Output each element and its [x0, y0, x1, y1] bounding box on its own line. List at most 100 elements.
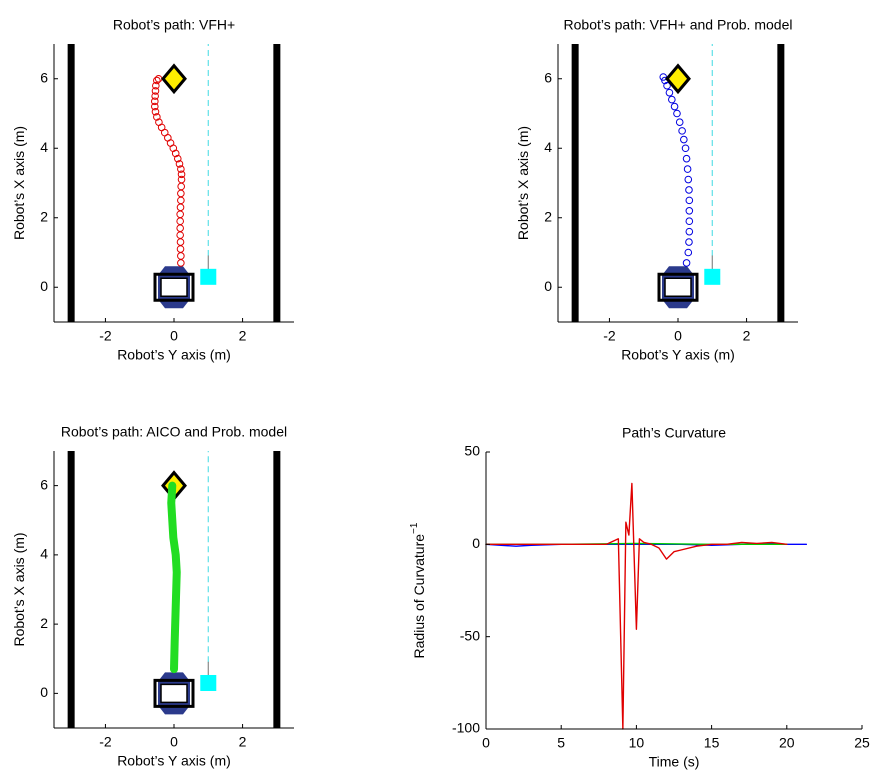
y-tick-label: 4	[40, 546, 48, 562]
path-point	[176, 224, 184, 232]
path-point	[663, 81, 671, 90]
y-tick-label: 0	[40, 684, 48, 700]
path-point	[682, 154, 691, 163]
x-tick-label: 20	[779, 735, 795, 751]
path-point	[175, 160, 184, 168]
x-tick-label: 5	[557, 735, 565, 751]
y-axis-label: Robot’s X axis (m)	[11, 126, 27, 240]
path-point	[685, 238, 693, 246]
subplot: Robot’s path: AICO and Prob. model -2 0 2 0 2…	[11, 424, 294, 769]
path-point	[177, 189, 185, 198]
path-point	[685, 227, 694, 236]
x-tick-label: 0	[482, 735, 490, 751]
y-tick-label: 2	[40, 615, 48, 631]
subplot: Path’s Curvature 0 5 10 15 20 25 -100 -50 0 50 Time…	[409, 425, 870, 770]
path-point	[685, 207, 694, 215]
x-tick-label: 2	[239, 734, 247, 750]
robot-frame	[153, 272, 195, 302]
path-point	[176, 231, 184, 239]
goal	[665, 63, 691, 95]
x-tick-label: 0	[170, 328, 178, 344]
robot-frame	[153, 678, 195, 708]
x-tick-label: 2	[239, 328, 247, 344]
path-point	[151, 97, 159, 106]
y-axis-label-text: Radius of Curvature	[411, 534, 427, 659]
path-point	[673, 109, 681, 118]
y-axis-label: Robot’s X axis (m)	[11, 532, 27, 646]
robot	[153, 672, 195, 715]
y-axis-label-text: Robot’s X axis (m)	[11, 126, 27, 240]
x-tick-label: -2	[99, 328, 112, 344]
path-point	[154, 74, 163, 83]
sensor	[704, 268, 721, 285]
chart-title: Robot’s path: VFH+	[113, 17, 235, 33]
path-point	[176, 245, 185, 253]
y-tick-label: 6	[40, 69, 48, 85]
y-axis-label-superscript: −1	[409, 522, 420, 534]
subplot: Robot’s path: VFH+ -2 0 2 0 2 4 6 Robot’s Y axis…	[11, 17, 294, 363]
x-axis-label: Robot’s Y axis (m)	[117, 753, 231, 769]
path-point	[670, 102, 679, 111]
path-point	[151, 92, 159, 100]
path-point	[176, 238, 185, 246]
path-point	[177, 259, 185, 267]
y-axis-label: Radius of Curvature−1	[409, 522, 427, 658]
y-tick-label: 4	[544, 139, 552, 155]
line	[485, 542, 808, 547]
path-point	[177, 182, 185, 191]
subplot: Robot’s path: VFH+ and Prob. model -2 0 2 0 2…	[515, 17, 798, 363]
path-point	[668, 95, 676, 104]
x-tick-label: 0	[674, 328, 682, 344]
path-point	[682, 259, 691, 267]
chart-title: Robot’s path: VFH+ and Prob. model	[564, 17, 793, 33]
path-point	[665, 88, 674, 97]
goal	[161, 63, 187, 95]
x-tick-label: -2	[603, 328, 616, 344]
x-tick-label: 10	[629, 735, 645, 751]
sensor	[200, 674, 217, 691]
x-tick-label: 15	[704, 735, 720, 751]
path-point	[153, 113, 161, 121]
robot	[153, 266, 195, 309]
y-tick-label: 0	[40, 278, 48, 294]
robot-deck	[160, 683, 188, 704]
path-point	[177, 165, 185, 173]
y-tick-label: 2	[40, 208, 48, 224]
x-axis-label: Robot’s Y axis (m)	[117, 347, 231, 363]
path-point	[177, 175, 186, 184]
y-tick-label: 50	[464, 443, 480, 459]
x-axis-label: Time (s)	[649, 754, 700, 770]
path-point	[685, 186, 693, 194]
chart-title: Path’s Curvature	[622, 425, 726, 441]
y-tick-label: 6	[40, 476, 48, 492]
sensor	[200, 268, 217, 285]
path-point	[685, 196, 694, 205]
y-axis-label-text: Robot’s X axis (m)	[515, 126, 531, 240]
path-point	[153, 76, 161, 85]
path-point	[675, 118, 684, 126]
path-point	[176, 203, 185, 212]
path-point	[173, 154, 182, 163]
y-tick-label: 4	[40, 139, 48, 155]
path-point	[678, 127, 686, 135]
path-point	[177, 170, 186, 179]
y-axis-label-text: Robot’s X axis (m)	[11, 532, 27, 646]
y-tick-label: -50	[460, 627, 480, 643]
path-line	[167, 481, 181, 674]
path-point	[177, 252, 185, 260]
robot	[657, 266, 699, 309]
path-point	[176, 217, 184, 226]
chart-title: Robot’s path: AICO and Prob. model	[61, 424, 287, 440]
path-point	[684, 175, 693, 184]
path-point	[151, 87, 160, 95]
line	[485, 482, 788, 730]
path-point	[683, 165, 692, 173]
x-tick-label: -2	[99, 734, 112, 750]
x-tick-label: 0	[170, 734, 178, 750]
path-point	[155, 118, 163, 126]
x-tick-label: 2	[743, 328, 751, 344]
x-axis-label: Robot’s Y axis (m)	[621, 347, 735, 363]
path-point	[152, 81, 160, 90]
path-point	[684, 248, 693, 257]
